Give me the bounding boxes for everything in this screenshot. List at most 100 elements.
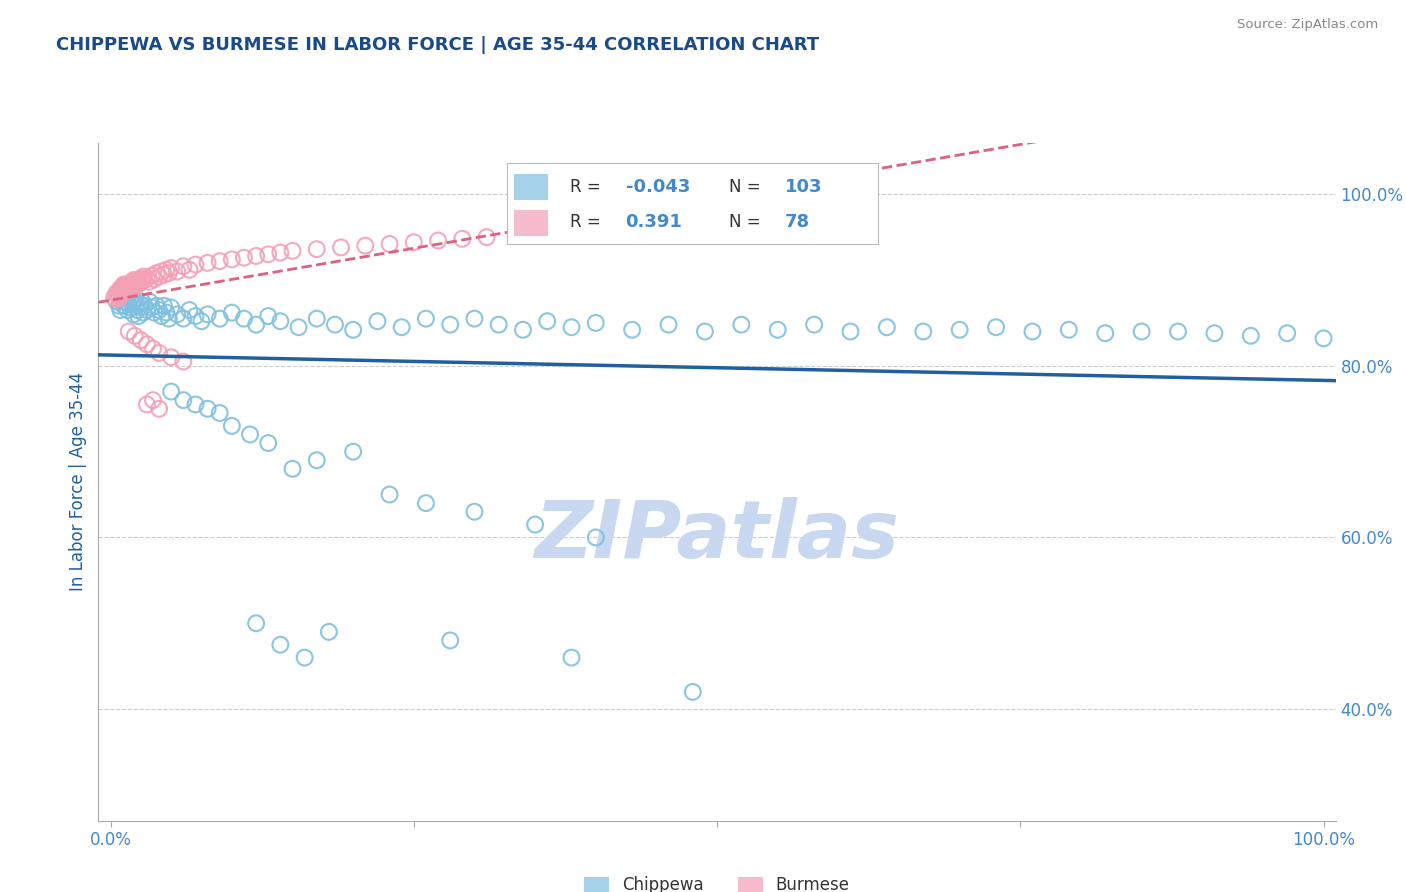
Point xyxy=(157,311,180,326)
Point xyxy=(160,384,183,399)
Point xyxy=(153,268,176,282)
Point xyxy=(693,325,716,339)
Point xyxy=(160,351,183,365)
Point xyxy=(160,301,183,315)
Point xyxy=(439,633,461,648)
Point xyxy=(118,297,141,311)
Point xyxy=(136,271,159,285)
Point xyxy=(114,285,136,300)
Point xyxy=(766,323,789,337)
Point xyxy=(190,314,212,328)
Point xyxy=(402,235,425,250)
Point xyxy=(239,427,262,442)
Point xyxy=(1021,325,1043,339)
Point xyxy=(132,269,155,284)
Point xyxy=(127,277,149,292)
Point xyxy=(245,249,267,263)
Point xyxy=(129,333,152,347)
Point xyxy=(160,260,183,275)
Point xyxy=(415,496,437,510)
Point xyxy=(1204,326,1226,341)
Point xyxy=(121,278,143,293)
Point xyxy=(127,309,149,323)
Point xyxy=(172,354,194,368)
Point xyxy=(524,517,547,532)
Point xyxy=(451,232,474,246)
Point xyxy=(912,325,935,339)
Point xyxy=(172,260,194,274)
Point xyxy=(143,272,166,286)
Point xyxy=(257,309,280,323)
Point xyxy=(839,325,862,339)
Point xyxy=(512,323,534,337)
Bar xyxy=(515,174,547,200)
Text: CHIPPEWA VS BURMESE IN LABOR FORCE | AGE 35-44 CORRELATION CHART: CHIPPEWA VS BURMESE IN LABOR FORCE | AGE… xyxy=(56,36,820,54)
Point xyxy=(208,254,231,268)
Text: 103: 103 xyxy=(785,178,823,196)
Point xyxy=(103,290,125,304)
Point xyxy=(172,311,194,326)
Point xyxy=(127,273,149,287)
Point xyxy=(166,307,188,321)
Point xyxy=(115,292,138,306)
Point xyxy=(118,280,141,294)
Point xyxy=(131,294,153,309)
Point xyxy=(366,314,388,328)
Text: 78: 78 xyxy=(785,213,810,231)
Point xyxy=(463,311,485,326)
Point xyxy=(585,531,607,545)
Point xyxy=(245,616,267,631)
Point xyxy=(179,303,201,318)
Point xyxy=(122,273,145,287)
Point xyxy=(124,277,146,291)
Point xyxy=(415,311,437,326)
Point xyxy=(585,316,607,330)
Point xyxy=(221,418,243,433)
Point xyxy=(257,436,280,450)
Text: 0.391: 0.391 xyxy=(626,213,682,231)
Point xyxy=(208,406,231,420)
Point xyxy=(294,650,316,665)
Point xyxy=(682,685,704,699)
Point xyxy=(621,323,644,337)
Point xyxy=(179,262,201,277)
Point xyxy=(150,309,173,323)
Text: ZIPatlas: ZIPatlas xyxy=(534,497,900,575)
Point xyxy=(184,397,207,411)
Point xyxy=(110,303,132,318)
Point xyxy=(136,337,159,351)
Point xyxy=(138,275,160,289)
Point xyxy=(391,320,413,334)
Point xyxy=(124,328,146,343)
Y-axis label: In Labor Force | Age 35-44: In Labor Force | Age 35-44 xyxy=(69,372,87,591)
Point xyxy=(142,342,165,356)
Point xyxy=(949,323,972,337)
Point xyxy=(157,266,180,280)
Point xyxy=(110,282,132,296)
Point xyxy=(148,303,170,318)
Point xyxy=(155,262,177,277)
Point xyxy=(153,299,176,313)
Text: Source: ZipAtlas.com: Source: ZipAtlas.com xyxy=(1237,18,1378,31)
Point xyxy=(233,251,256,265)
Point xyxy=(129,271,152,285)
Point xyxy=(131,275,153,289)
Point xyxy=(318,624,340,639)
Point xyxy=(208,311,231,326)
Point xyxy=(117,303,139,318)
Point xyxy=(136,397,159,411)
Point xyxy=(197,307,219,321)
Point xyxy=(111,294,134,309)
Point xyxy=(108,299,131,313)
Point xyxy=(134,273,156,287)
Point xyxy=(128,297,150,311)
Point xyxy=(354,238,377,252)
Point xyxy=(245,318,267,332)
Text: R =: R = xyxy=(569,178,606,196)
Point xyxy=(548,227,571,241)
Point xyxy=(1094,326,1116,341)
Text: R =: R = xyxy=(569,213,606,231)
Point xyxy=(138,294,160,309)
Point xyxy=(585,225,607,239)
Point xyxy=(112,299,135,313)
